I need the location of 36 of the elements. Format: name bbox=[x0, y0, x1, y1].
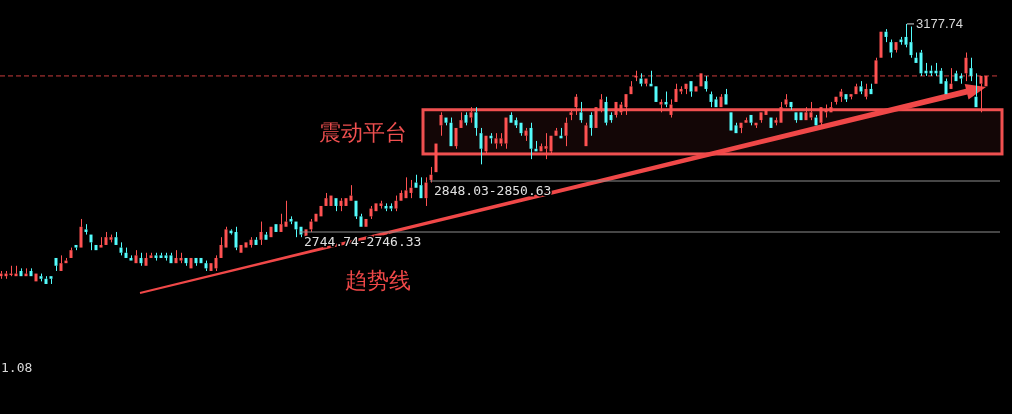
annotation: 3177.74 bbox=[916, 15, 963, 31]
candlestick bbox=[669, 98, 673, 119]
candlestick bbox=[479, 127, 483, 165]
annotation: 2848.03-2850.63 bbox=[434, 183, 552, 198]
candlestick bbox=[214, 254, 218, 272]
candlestick bbox=[139, 252, 143, 267]
candlestick bbox=[574, 93, 578, 116]
candlestick bbox=[469, 106, 473, 124]
candlestick bbox=[439, 111, 443, 137]
candlestick bbox=[579, 101, 583, 124]
candlestick bbox=[369, 205, 373, 220]
candlestick bbox=[609, 111, 613, 124]
candlestick bbox=[524, 127, 528, 142]
candlestick bbox=[589, 111, 593, 137]
candlestick bbox=[919, 49, 923, 77]
candlestick bbox=[84, 223, 88, 236]
candlestick bbox=[494, 132, 498, 150]
candlestick bbox=[564, 117, 568, 147]
annotation: 趋势线 bbox=[345, 268, 411, 293]
candlestick bbox=[969, 57, 973, 82]
candlestick bbox=[964, 52, 968, 82]
candlestick bbox=[249, 236, 253, 249]
candlestick bbox=[424, 176, 428, 207]
candlestick bbox=[619, 101, 623, 116]
candlestick bbox=[839, 88, 843, 103]
candlestick bbox=[959, 72, 963, 85]
candlestick bbox=[704, 75, 708, 93]
candlestick bbox=[474, 106, 478, 137]
candlestick bbox=[409, 179, 413, 199]
candlestick bbox=[884, 28, 888, 43]
candlestick bbox=[544, 132, 548, 160]
band-label: 震动平台 bbox=[319, 119, 407, 145]
candlestick bbox=[259, 221, 263, 246]
candlestick bbox=[339, 197, 343, 212]
candlestick bbox=[529, 122, 533, 160]
text: 1.08 bbox=[1, 360, 33, 375]
